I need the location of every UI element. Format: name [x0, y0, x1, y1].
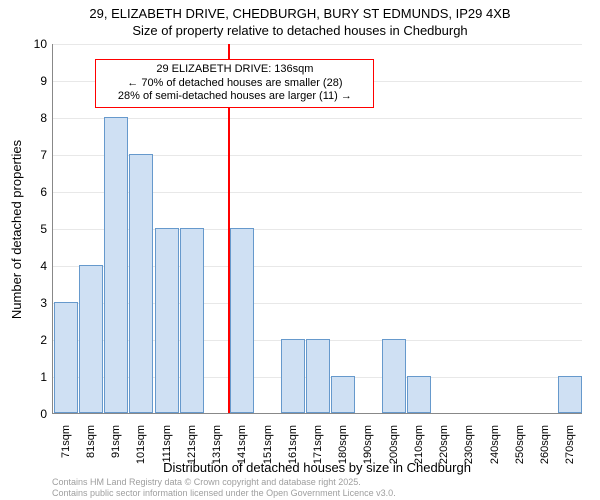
ytick-label: 2: [40, 333, 53, 347]
ytick-label: 6: [40, 185, 53, 199]
info-box: 29 ELIZABETH DRIVE: 136sqm← 70% of detac…: [95, 59, 374, 108]
info-box-line: 29 ELIZABETH DRIVE: 136sqm: [102, 63, 367, 77]
x-axis-label: Distribution of detached houses by size …: [52, 460, 582, 475]
gridline: [53, 118, 582, 119]
histogram-bar: [129, 154, 153, 413]
gridline: [53, 44, 582, 45]
histogram-bar: [407, 376, 431, 413]
ytick-label: 3: [40, 296, 53, 310]
histogram-bar: [382, 339, 406, 413]
histogram-bar: [155, 228, 179, 413]
histogram-bar: [281, 339, 305, 413]
xtick-label: 270sqm: [551, 413, 590, 431]
ytick-label: 10: [34, 37, 53, 51]
info-box-line: 28% of semi-detached houses are larger (…: [102, 90, 367, 104]
plot-area: 01234567891071sqm81sqm91sqm101sqm111sqm1…: [52, 44, 582, 414]
histogram-bar: [558, 376, 582, 413]
y-axis-label: Number of detached properties: [10, 44, 24, 414]
ytick-label: 5: [40, 222, 53, 236]
plot-canvas: 01234567891071sqm81sqm91sqm101sqm111sqm1…: [52, 44, 582, 414]
footnote-line1: Contains HM Land Registry data © Crown c…: [52, 477, 396, 487]
histogram-bar: [180, 228, 204, 413]
chart-container: 29, ELIZABETH DRIVE, CHEDBURGH, BURY ST …: [0, 0, 600, 500]
histogram-bar: [104, 117, 128, 413]
chart-title-line1: 29, ELIZABETH DRIVE, CHEDBURGH, BURY ST …: [0, 6, 600, 23]
ytick-label: 8: [40, 111, 53, 125]
ytick-label: 4: [40, 259, 53, 273]
chart-title-line2: Size of property relative to detached ho…: [0, 23, 600, 40]
footnote-line2: Contains public sector information licen…: [52, 488, 396, 498]
histogram-bar: [331, 376, 355, 413]
info-box-line: ← 70% of detached houses are smaller (28…: [102, 77, 367, 91]
chart-titles: 29, ELIZABETH DRIVE, CHEDBURGH, BURY ST …: [0, 0, 600, 40]
ytick-label: 9: [40, 74, 53, 88]
footnote: Contains HM Land Registry data © Crown c…: [52, 477, 396, 498]
histogram-bar: [230, 228, 254, 413]
ytick-label: 1: [40, 370, 53, 384]
ytick-label: 7: [40, 148, 53, 162]
histogram-bar: [306, 339, 330, 413]
histogram-bar: [54, 302, 78, 413]
histogram-bar: [79, 265, 103, 413]
